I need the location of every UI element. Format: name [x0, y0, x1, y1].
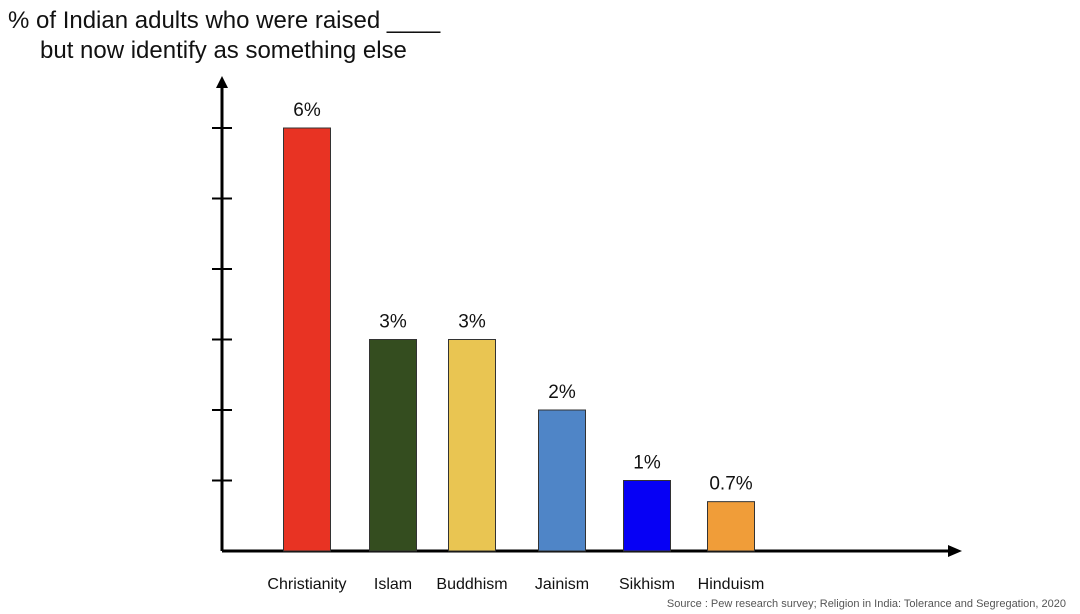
axes: [212, 76, 962, 557]
source-note: Source : Pew research survey; Religion i…: [666, 598, 1066, 610]
value-label-christianity: 6%: [293, 100, 321, 121]
category-label-sikhism: Sikhism: [619, 576, 675, 593]
bar-christianity: [283, 127, 331, 552]
chart-title: % of Indian adults who were raised ____ …: [8, 6, 440, 66]
bars: [283, 127, 755, 552]
category-label-islam: Islam: [374, 576, 412, 593]
value-label-jainism: 2%: [548, 382, 576, 403]
labels: 6% Christianity 3% Islam 3% Buddhism 2% Jainism…: [267, 100, 764, 593]
x-axis-arrow: [948, 545, 962, 557]
bar-hinduism: [707, 501, 755, 552]
chart-title-line-2: but now identify as something else: [40, 37, 407, 64]
bar-islam: [369, 339, 417, 552]
bar-buddhism: [448, 339, 496, 552]
value-label-islam: 3%: [379, 312, 407, 333]
y-axis-arrow: [216, 76, 228, 88]
category-label-christianity: Christianity: [267, 576, 346, 593]
category-label-hinduism: Hinduism: [698, 576, 765, 593]
bar-jainism: [538, 409, 586, 552]
category-label-buddhism: Buddhism: [436, 576, 507, 593]
category-label-jainism: Jainism: [535, 576, 589, 593]
value-label-hinduism: 0.7%: [709, 474, 752, 495]
bar-sikhism: [623, 480, 671, 552]
chart-title-line-1: % of Indian adults who were raised ____: [8, 7, 441, 34]
value-label-sikhism: 1%: [633, 453, 661, 474]
value-label-buddhism: 3%: [458, 312, 486, 333]
